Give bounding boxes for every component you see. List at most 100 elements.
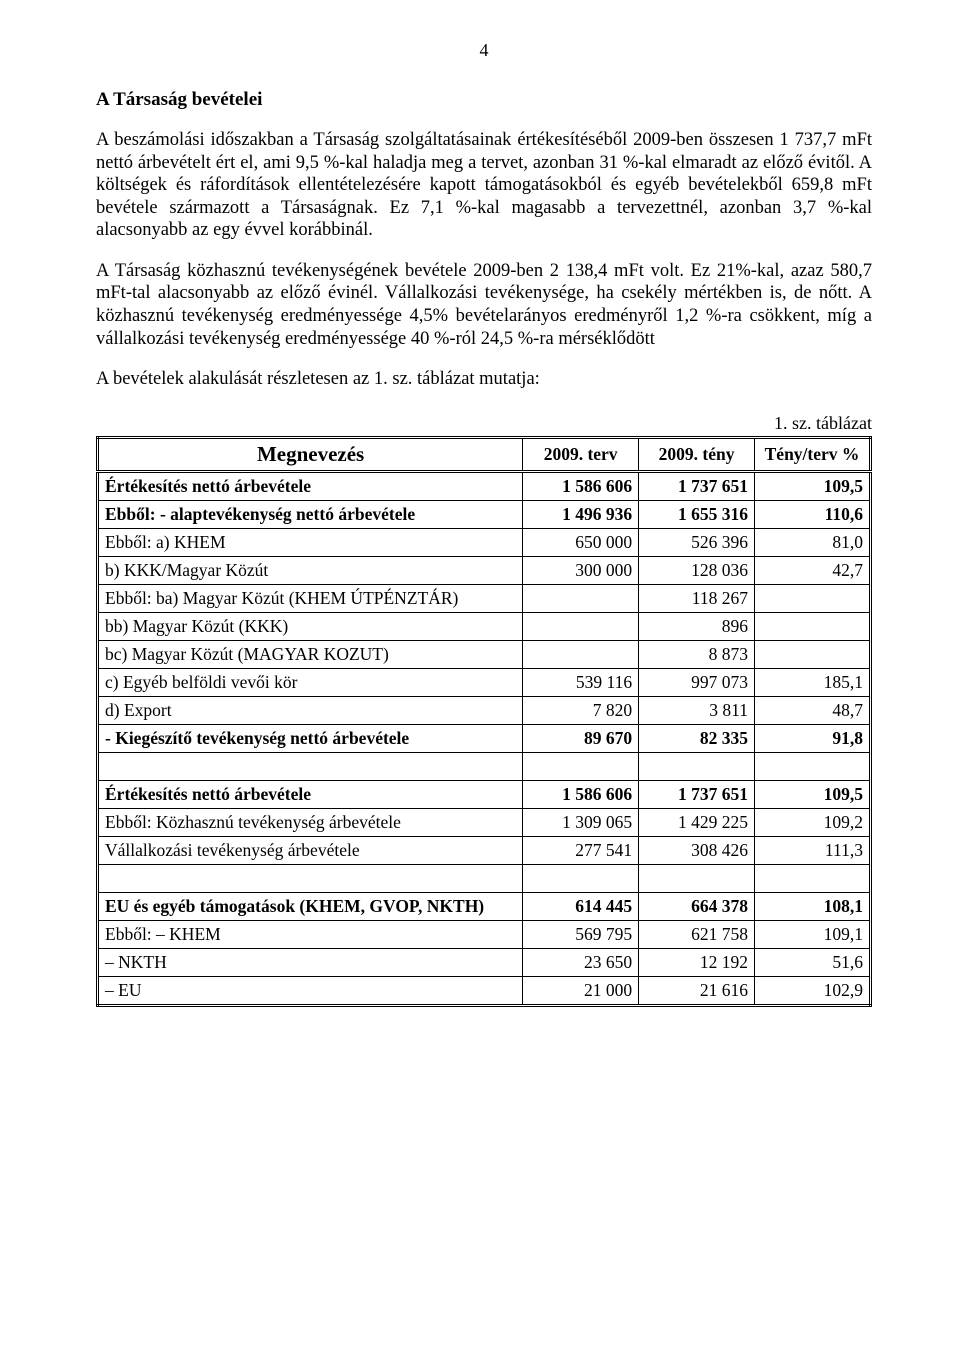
cell-value: 526 396 xyxy=(639,528,755,556)
cell-value: 102,9 xyxy=(755,976,871,1005)
table-row: bc) Magyar Közút (MAGYAR KOZUT) 8 873 xyxy=(98,640,871,668)
cell-value xyxy=(755,640,871,668)
row-label: Ebből: a) KHEM xyxy=(98,528,523,556)
cell-value: 21 000 xyxy=(523,976,639,1005)
row-label: - Kiegészítő tevékenység nettó árbevétel… xyxy=(98,724,523,752)
cell-value: 110,6 xyxy=(755,500,871,528)
table-row: Vállalkozási tevékenység árbevétele277 5… xyxy=(98,836,871,864)
cell-value xyxy=(755,584,871,612)
cell-value: 997 073 xyxy=(639,668,755,696)
cell-value: 1 737 651 xyxy=(639,780,755,808)
cell-value: 539 116 xyxy=(523,668,639,696)
cell-value: 48,7 xyxy=(755,696,871,724)
cell-value: 1 586 606 xyxy=(523,780,639,808)
cell-value: 3 811 xyxy=(639,696,755,724)
row-label: Vállalkozási tevékenység árbevétele xyxy=(98,836,523,864)
cell-value: 1 737 651 xyxy=(639,471,755,500)
cell-value: 621 758 xyxy=(639,920,755,948)
cell-value: 12 192 xyxy=(639,948,755,976)
cell-value: 308 426 xyxy=(639,836,755,864)
cell-value: 1 429 225 xyxy=(639,808,755,836)
cell-value: 664 378 xyxy=(639,892,755,920)
cell-value: 91,8 xyxy=(755,724,871,752)
row-label: Ebből: – KHEM xyxy=(98,920,523,948)
cell-value: 569 795 xyxy=(523,920,639,948)
row-label: bb) Magyar Közút (KKK) xyxy=(98,612,523,640)
cell-value: 277 541 xyxy=(523,836,639,864)
cell-value: 109,2 xyxy=(755,808,871,836)
table-row: – NKTH23 65012 19251,6 xyxy=(98,948,871,976)
cell-value: 7 820 xyxy=(523,696,639,724)
cell-value: 614 445 xyxy=(523,892,639,920)
cell-value: 1 309 065 xyxy=(523,808,639,836)
cell-value: 51,6 xyxy=(755,948,871,976)
cell-value: 896 xyxy=(639,612,755,640)
cell-value: 109,1 xyxy=(755,920,871,948)
cell-value: 109,5 xyxy=(755,780,871,808)
cell-value: 81,0 xyxy=(755,528,871,556)
table-row: Ebből: – KHEM569 795621 758109,1 xyxy=(98,920,871,948)
table-row xyxy=(98,864,871,892)
row-label: d) Export xyxy=(98,696,523,724)
cell-value: 111,3 xyxy=(755,836,871,864)
cell-value: 109,5 xyxy=(755,471,871,500)
row-label: – NKTH xyxy=(98,948,523,976)
cell-value xyxy=(523,640,639,668)
cell-value: 300 000 xyxy=(523,556,639,584)
cell-value: 1 586 606 xyxy=(523,471,639,500)
cell-value: 8 873 xyxy=(639,640,755,668)
cell-value: 1 496 936 xyxy=(523,500,639,528)
cell-value: 82 335 xyxy=(639,724,755,752)
page-number: 4 xyxy=(96,40,872,61)
row-label: Értékesítés nettó árbevétele xyxy=(98,780,523,808)
col-name: Megnevezés xyxy=(98,437,523,471)
cell-value: 128 036 xyxy=(639,556,755,584)
cell-value: 21 616 xyxy=(639,976,755,1005)
table-row xyxy=(98,752,871,780)
row-label: b) KKK/Magyar Közút xyxy=(98,556,523,584)
table-header-row: Megnevezés 2009. terv 2009. tény Tény/te… xyxy=(98,437,871,471)
row-label: Értékesítés nettó árbevétele xyxy=(98,471,523,500)
row-label: Ebből: ba) Magyar Közút (KHEM ÚTPÉNZTÁR) xyxy=(98,584,523,612)
table-row: Ebből: ba) Magyar Közút (KHEM ÚTPÉNZTÁR)… xyxy=(98,584,871,612)
col-2009-teny: 2009. tény xyxy=(639,437,755,471)
row-label: bc) Magyar Közút (MAGYAR KOZUT) xyxy=(98,640,523,668)
cell-value xyxy=(755,612,871,640)
cell-value: 42,7 xyxy=(755,556,871,584)
paragraph: A bevételek alakulását részletesen az 1.… xyxy=(96,368,872,391)
table-row: c) Egyéb belföldi vevői kör539 116997 07… xyxy=(98,668,871,696)
cell-value: 108,1 xyxy=(755,892,871,920)
table-row: d) Export7 8203 81148,7 xyxy=(98,696,871,724)
cell-value: 89 670 xyxy=(523,724,639,752)
cell-value: 650 000 xyxy=(523,528,639,556)
cell-value: 1 655 316 xyxy=(639,500,755,528)
table-row: - Kiegészítő tevékenység nettó árbevétel… xyxy=(98,724,871,752)
col-ratio: Tény/terv % xyxy=(755,437,871,471)
table-row: Ebből: a) KHEM650 000526 39681,0 xyxy=(98,528,871,556)
table-row: Ebből: - alaptevékenység nettó árbevétel… xyxy=(98,500,871,528)
section-heading: A Társaság bevételei xyxy=(96,89,872,111)
table-row: – EU21 00021 616102,9 xyxy=(98,976,871,1005)
cell-value xyxy=(523,612,639,640)
table-row: Értékesítés nettó árbevétele1 586 6061 7… xyxy=(98,780,871,808)
table-row: bb) Magyar Közút (KKK) 896 xyxy=(98,612,871,640)
table-row: b) KKK/Magyar Közút300 000128 03642,7 xyxy=(98,556,871,584)
col-2009-terv: 2009. terv xyxy=(523,437,639,471)
table-row: Ebből: Közhasznú tevékenység árbevétele1… xyxy=(98,808,871,836)
cell-value: 185,1 xyxy=(755,668,871,696)
cell-value: 23 650 xyxy=(523,948,639,976)
table-row: Értékesítés nettó árbevétele1 586 6061 7… xyxy=(98,471,871,500)
table-caption: 1. sz. táblázat xyxy=(96,413,872,434)
cell-value xyxy=(523,584,639,612)
row-label: Ebből: - alaptevékenység nettó árbevétel… xyxy=(98,500,523,528)
revenue-table: Megnevezés 2009. terv 2009. tény Tény/te… xyxy=(96,436,872,1007)
row-label: c) Egyéb belföldi vevői kör xyxy=(98,668,523,696)
paragraph: A beszámolási időszakban a Társaság szol… xyxy=(96,129,872,242)
cell-value: 118 267 xyxy=(639,584,755,612)
paragraph: A Társaság közhasznú tevékenységének bev… xyxy=(96,260,872,350)
row-label: Ebből: Közhasznú tevékenység árbevétele xyxy=(98,808,523,836)
document-page: 4 A Társaság bevételei A beszámolási idő… xyxy=(0,0,960,1352)
table-row: EU és egyéb támogatások (KHEM, GVOP, NKT… xyxy=(98,892,871,920)
row-label: EU és egyéb támogatások (KHEM, GVOP, NKT… xyxy=(98,892,523,920)
row-label: – EU xyxy=(98,976,523,1005)
